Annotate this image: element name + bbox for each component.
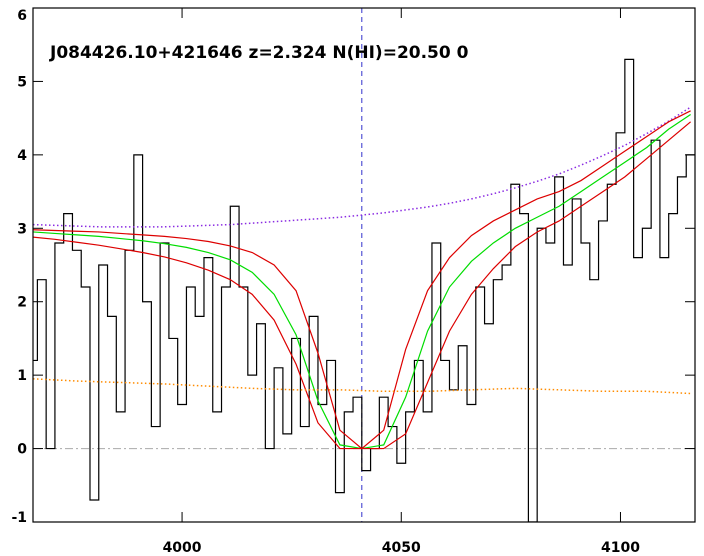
x-tick-label: 4000 — [163, 540, 202, 556]
y-tick-label: 5 — [17, 74, 27, 90]
y-tick-label: -1 — [11, 510, 27, 526]
y-tick-label: 6 — [17, 8, 27, 24]
y-tick-label: 1 — [17, 368, 27, 384]
y-tick-label: 4 — [17, 148, 27, 164]
y-tick-label: 2 — [17, 295, 27, 311]
model-curve — [33, 378, 691, 395]
x-tick-label: 4100 — [601, 540, 640, 556]
model-curve — [33, 106, 692, 228]
chart-title: J084426.10+421646 z=2.324 N(HI)=20.50 0 — [49, 43, 469, 63]
x-tick-label: 4050 — [382, 540, 421, 556]
plot-frame — [32, 7, 696, 523]
y-tick-label: 0 — [17, 442, 27, 458]
y-tick-label: 3 — [17, 221, 27, 237]
spectrum — [33, 58, 695, 522]
model-curve — [33, 121, 692, 450]
